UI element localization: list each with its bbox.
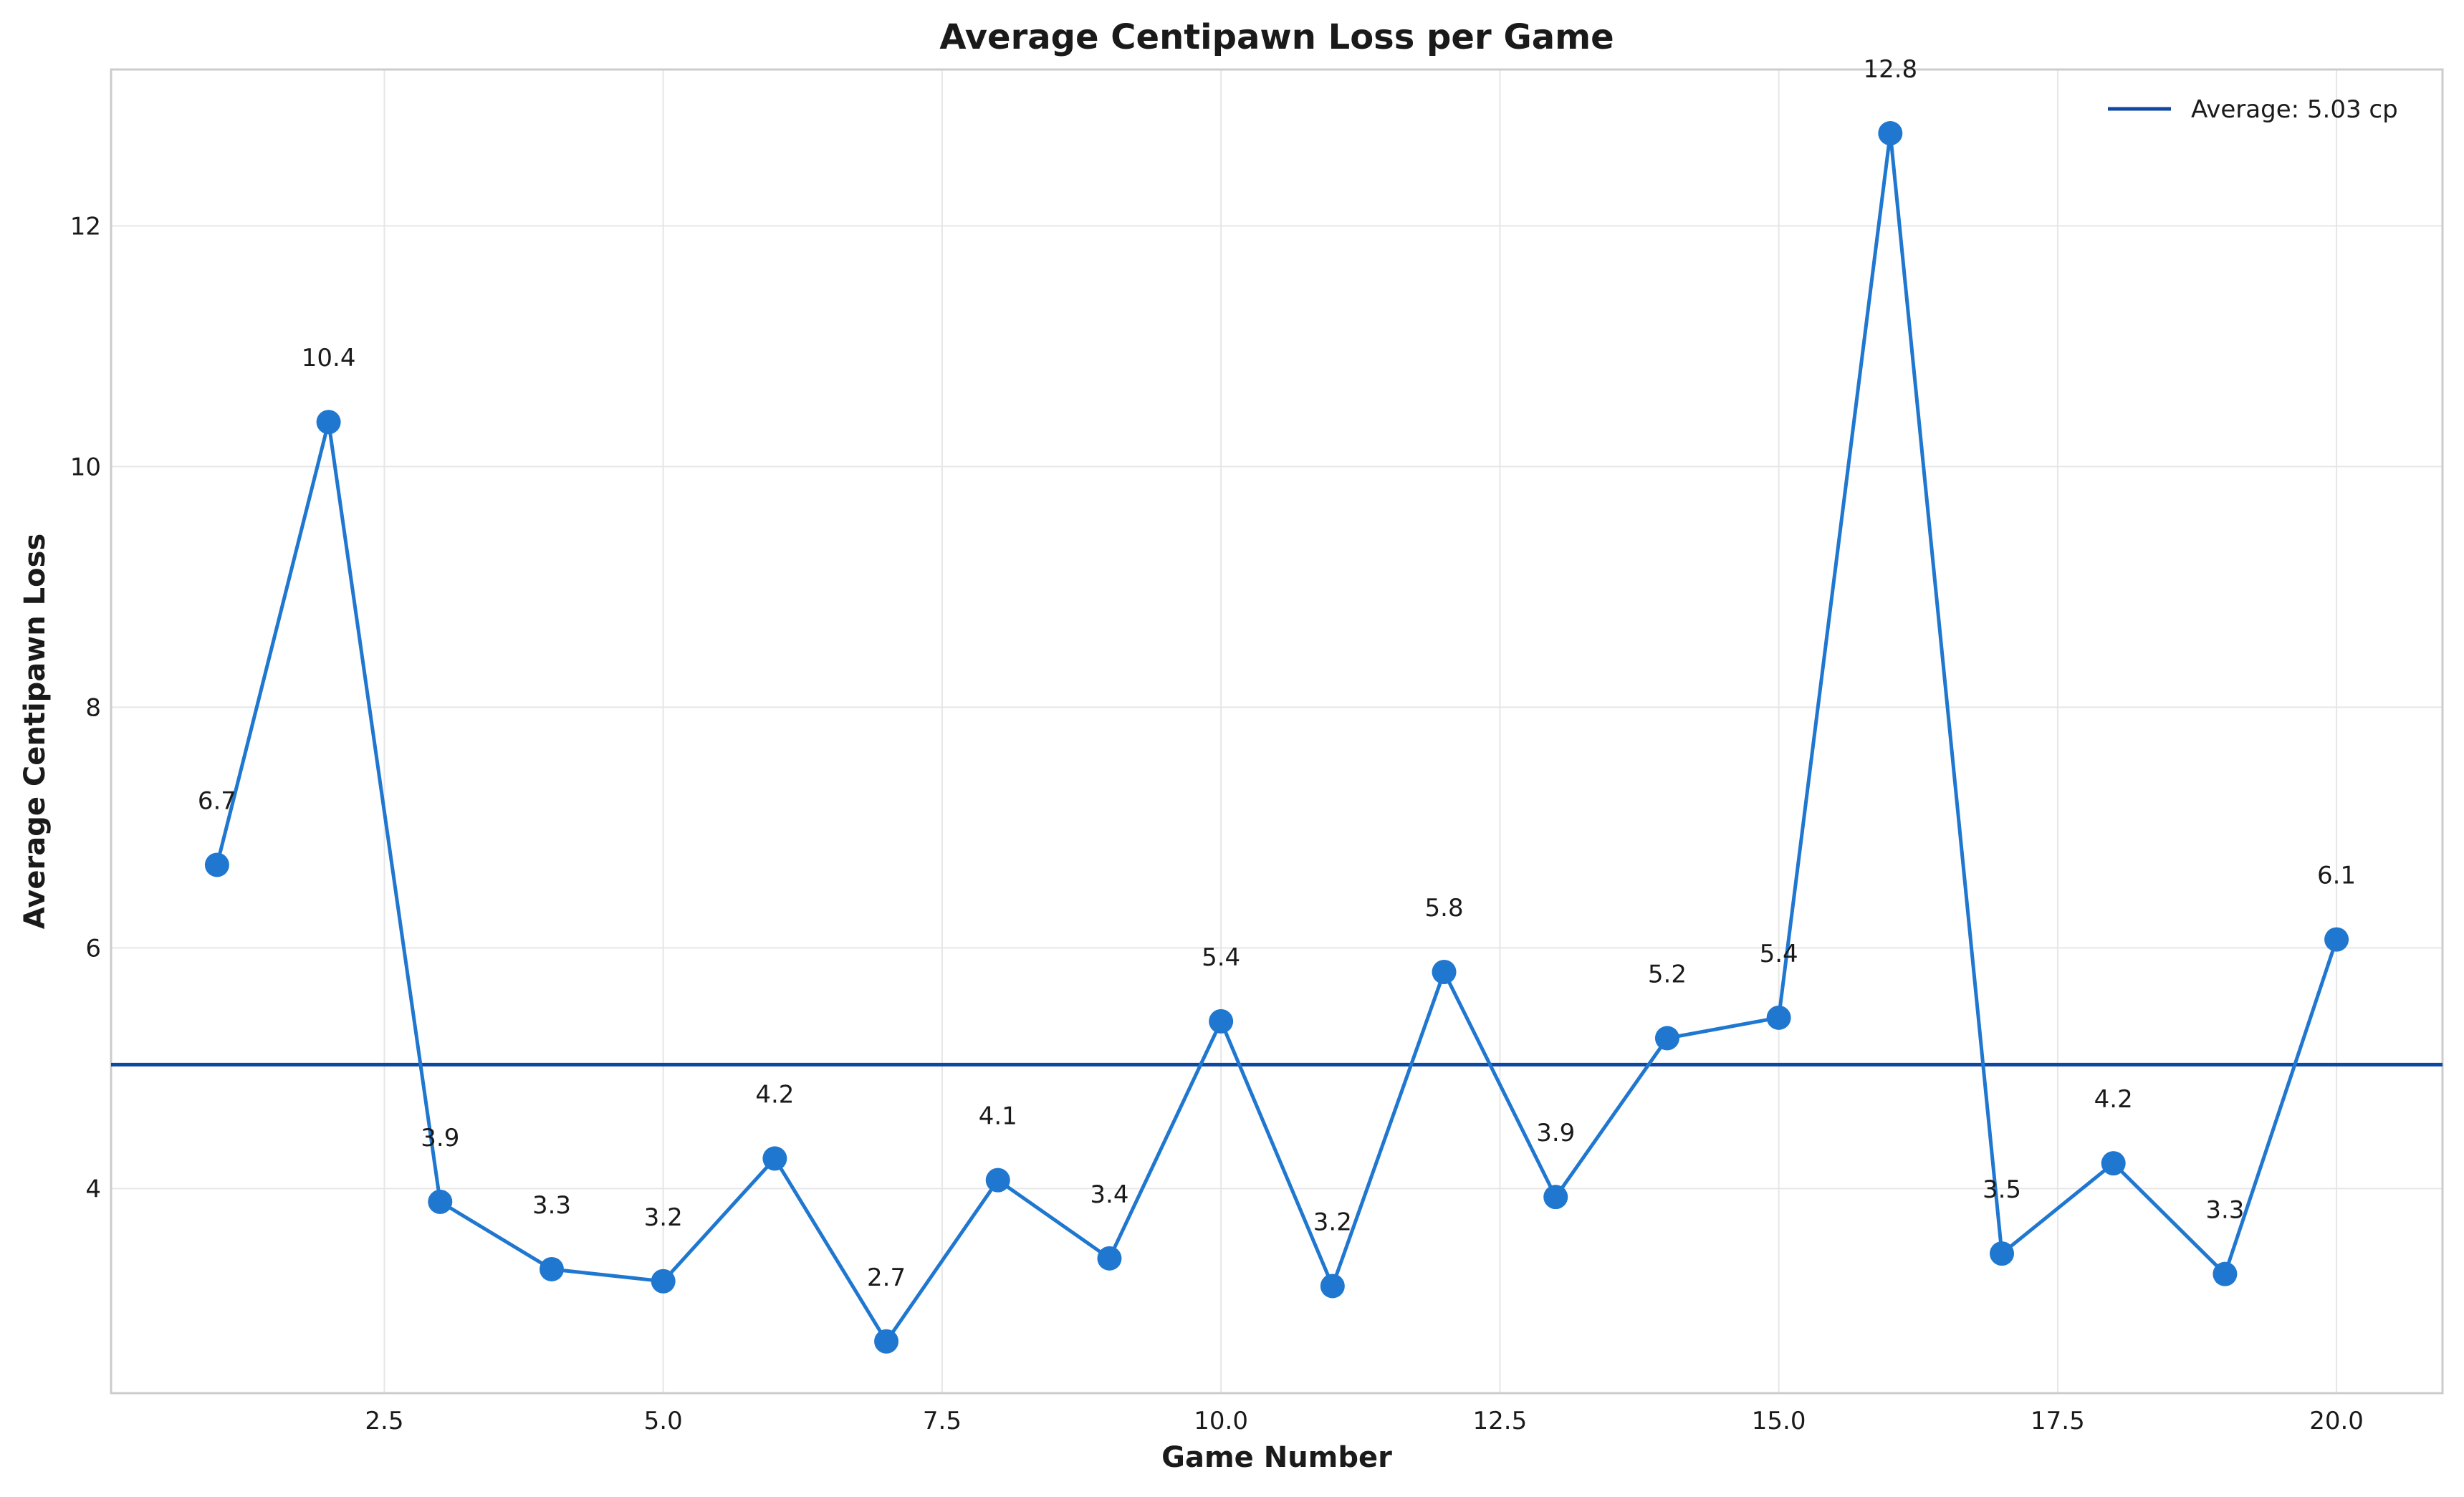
data-point	[1654, 1026, 1679, 1051]
data-point	[1320, 1274, 1345, 1299]
data-label: 12.8	[1863, 55, 1917, 84]
y-tick-label: 10	[70, 453, 101, 481]
data-point	[428, 1189, 453, 1214]
grid-lines	[111, 69, 2443, 1393]
data-label: 10.4	[302, 344, 356, 372]
data-point	[2101, 1151, 2126, 1176]
legend-average-label: Average: 5.03 cp	[2191, 95, 2398, 124]
y-tick-label: 8	[85, 693, 101, 722]
data-label: 3.9	[1536, 1119, 1575, 1147]
data-point	[1097, 1246, 1122, 1271]
x-tick-label: 12.5	[1473, 1407, 1528, 1435]
y-axis-ticks: 4 6 8 10 12	[70, 212, 101, 1203]
data-label: 5.2	[1648, 960, 1687, 988]
x-tick-label: 15.0	[1752, 1407, 1806, 1435]
data-point	[874, 1329, 899, 1354]
data-label: 3.9	[421, 1124, 459, 1152]
plot-area-frame	[110, 68, 2444, 1395]
data-point	[651, 1269, 676, 1294]
y-tick-label: 4	[85, 1175, 101, 1203]
x-tick-label: 2.5	[365, 1407, 403, 1435]
series-line	[215, 131, 2339, 1344]
data-labels: 6.7 10.4 3.9 3.3 3.2 4.2 2.7 4.1 3.4 5.4 3.2 5.8 3.9…	[198, 55, 2356, 1292]
data-point	[1432, 960, 1457, 984]
data-point	[985, 1168, 1010, 1193]
data-label: 3.2	[1313, 1208, 1352, 1236]
x-tick-label: 20.0	[2309, 1407, 2364, 1435]
data-label: 5.4	[1202, 943, 1240, 972]
data-point	[316, 410, 341, 435]
data-point	[204, 852, 229, 877]
data-label: 3.2	[644, 1203, 683, 1232]
data-label: 3.3	[532, 1191, 571, 1220]
data-point	[1878, 121, 1903, 146]
x-axis-ticks: 2.5 5.0 7.5 10.0 12.5 15.0 17.5 20.0	[365, 1407, 2364, 1435]
data-label: 3.3	[2205, 1196, 2244, 1225]
x-tick-label: 10.0	[1194, 1407, 1248, 1435]
data-label: 6.1	[2317, 862, 2356, 890]
data-point	[539, 1256, 564, 1281]
data-points	[204, 121, 2349, 1354]
data-label: 2.7	[867, 1263, 906, 1292]
data-point	[2213, 1261, 2238, 1286]
x-tick-label: 5.0	[644, 1407, 683, 1435]
y-axis-label: Average Centipawn Loss	[19, 534, 52, 930]
data-label: 4.1	[979, 1102, 1017, 1131]
data-label: 5.4	[1760, 940, 1798, 968]
data-point	[2324, 927, 2349, 952]
data-point	[1543, 1185, 1568, 1210]
y-tick-label: 12	[70, 212, 101, 241]
data-label: 4.2	[2094, 1085, 2133, 1114]
chart-title: Average Centipawn Loss per Game	[939, 17, 1614, 57]
x-axis-label: Game Number	[1161, 1441, 1392, 1474]
data-label: 4.2	[755, 1080, 794, 1109]
data-label: 3.4	[1090, 1180, 1128, 1209]
data-label: 5.8	[1425, 894, 1464, 923]
y-tick-label: 6	[85, 934, 101, 963]
data-label: 3.5	[1983, 1175, 2021, 1204]
data-point	[1990, 1241, 2015, 1266]
data-point	[762, 1146, 787, 1171]
x-tick-label: 17.5	[2031, 1407, 2085, 1435]
legend: Average: 5.03 cp	[2108, 95, 2398, 124]
data-label: 6.7	[198, 786, 236, 815]
data-point	[1766, 1005, 1791, 1030]
x-tick-label: 7.5	[923, 1407, 962, 1435]
data-point	[1209, 1009, 1234, 1034]
